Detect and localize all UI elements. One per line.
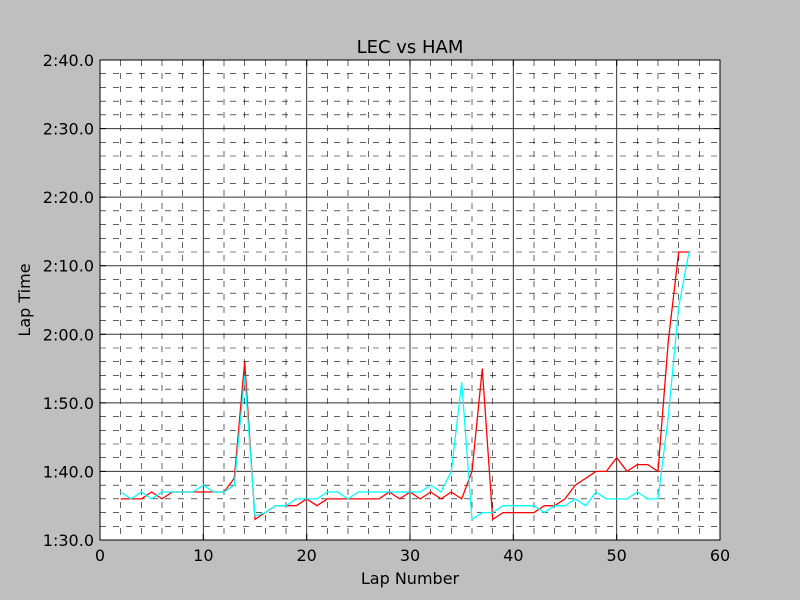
y-tick-label: 2:20.0 — [43, 188, 94, 207]
y-tick-label: 2:30.0 — [43, 120, 94, 139]
series-layer — [120, 251, 690, 521]
x-tick-label: 40 — [503, 546, 523, 565]
x-tick-label: 0 — [95, 546, 105, 565]
y-tick-label: 1:50.0 — [43, 394, 94, 413]
x-tick-label: 60 — [710, 546, 730, 565]
x-tick-label: 10 — [193, 546, 213, 565]
y-tick-label: 1:30.0 — [43, 531, 94, 550]
y-tick-label: 2:40.0 — [43, 51, 94, 70]
x-tick-label: 50 — [606, 546, 626, 565]
y-tick-label: 2:10.0 — [43, 257, 94, 276]
x-tick-label: 30 — [400, 546, 420, 565]
x-axis-label: Lap Number — [361, 569, 460, 588]
axis-ticks: 0 10 20 30 40 50 60 1:30.0 1:40.0 1:50.0 2:00.0 2:1… — [43, 51, 730, 565]
major-grid — [100, 60, 720, 540]
series-line-ham — [120, 251, 690, 521]
minor-grid — [100, 60, 720, 540]
x-tick-label: 20 — [296, 546, 316, 565]
y-axis-label: Lap Time — [15, 263, 34, 336]
y-tick-label: 1:40.0 — [43, 462, 94, 481]
chart-title: LEC vs HAM — [357, 37, 464, 58]
y-tick-label: 2:00.0 — [43, 325, 94, 344]
